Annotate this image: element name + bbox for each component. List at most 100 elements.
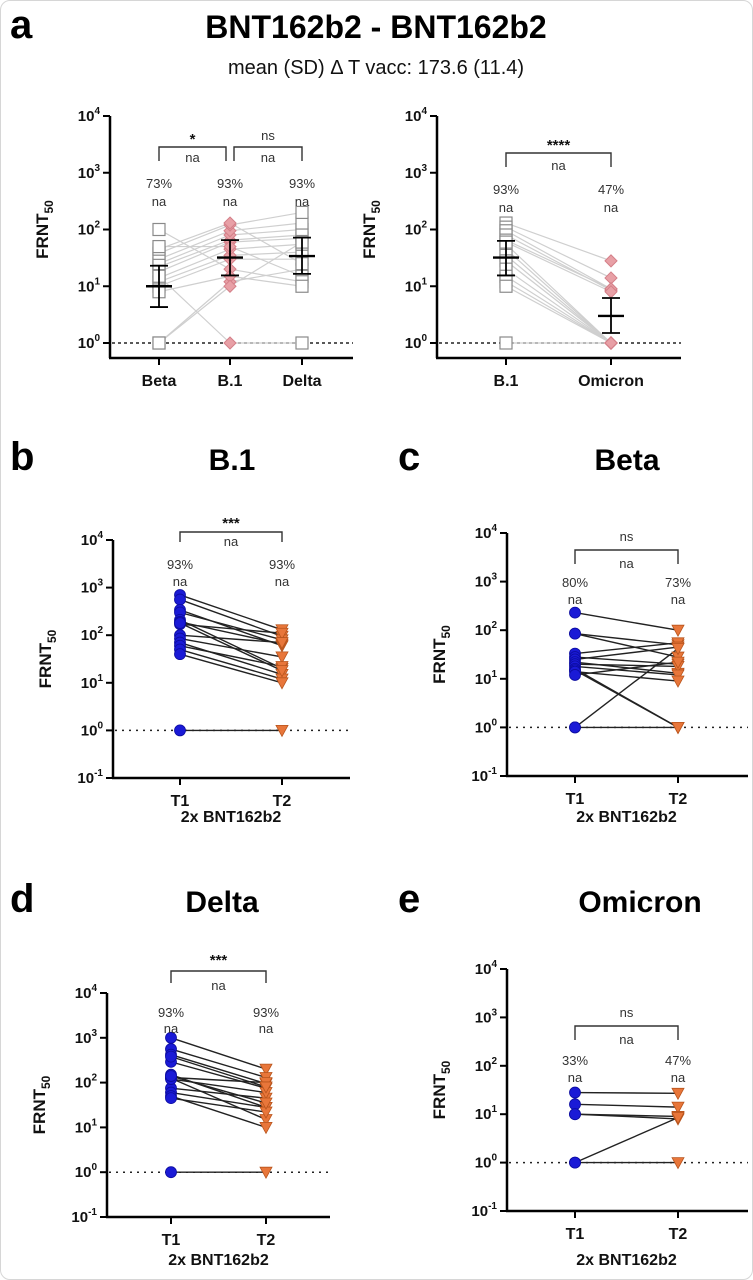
paired-line [574,646,679,661]
paired-line [574,656,679,665]
figure-subtitle: mean (SD) Δ T vacc: 173.6 (11.4) [228,57,524,79]
significance-label: **** [547,137,571,154]
significance-bracket [574,549,679,564]
paired-line [170,1061,267,1089]
y-axis-label: FRNT50 [33,200,56,259]
significance-bracket [574,1025,679,1040]
na-label: na [173,574,188,589]
panel-title: Delta [185,886,259,919]
paired-line [505,239,612,290]
na-label: na [671,1070,686,1085]
data-point-square [295,205,309,220]
x-tick-label: Omicron [578,373,644,390]
y-tick-label: 101 [475,1104,498,1123]
data-point-diamond [604,336,618,350]
y-tick-label: 102 [81,625,104,644]
percent-label: 93% [253,1005,279,1020]
x-tick-label: Beta [142,373,177,390]
y-tick-label: 101 [475,669,498,688]
y-tick-label: 102 [78,220,101,239]
paired-line [158,248,231,279]
y-axis-label: FRNT50 [360,200,383,259]
panel-letter: e [398,877,420,921]
data-point-t1 [165,1070,177,1082]
paired-line [574,642,679,655]
na-label: na [223,194,238,209]
na-label: na [295,194,310,209]
x-tick-label: T1 [162,1232,181,1249]
bracket-na-label: na [211,978,226,993]
panel-d: d Delta 10-1 100 101 102 103 104 FRNT50 T1 T2 2x BN… [10,877,330,1269]
x-tick-label: T1 [171,793,190,810]
data-point-t2 [259,1081,273,1094]
significance-bracket [170,970,267,983]
data-point-t2 [275,651,289,664]
bracket-na-label: na [619,556,634,571]
data-point-square [499,336,513,350]
data-point-t2 [671,1101,685,1114]
paired-line [229,228,303,236]
bracket-na-label: na [261,150,276,165]
significance-bracket [505,152,612,167]
paired-line [229,243,303,250]
percent-label: 73% [665,575,691,590]
paired-line [158,224,231,254]
data-point-t1 [174,593,186,606]
y-tick-label: 101 [78,276,101,295]
na-label: na [671,592,686,607]
percent-label: 93% [269,557,295,572]
paired-line [505,260,612,344]
percent-label: 47% [665,1053,691,1068]
data-point-t2 [275,677,289,690]
significance-label: *** [210,952,228,969]
y-tick-label: 104 [75,983,98,1002]
paired-line [179,648,283,680]
data-point-t2 [671,656,685,669]
y-tick-label: 103 [78,163,101,182]
data-point-t2 [259,1097,273,1110]
percent-label: 73% [146,176,172,191]
data-point-t2 [275,725,289,738]
y-tick-label: 104 [475,959,498,978]
paired-line [505,281,612,344]
na-label: na [568,592,583,607]
y-tick-label: 103 [81,578,104,597]
data-point-t1 [569,669,581,681]
y-tick-label: 10-1 [471,766,497,785]
bracket-na-label: na [619,1032,634,1047]
paired-line [170,1087,267,1099]
paired-line [574,665,679,676]
panel-letter: b [10,435,34,479]
x-tick-label: B.1 [494,373,519,390]
significance-label: *** [222,515,240,532]
data-point-t2 [671,624,685,638]
x-tick-label: Delta [282,373,321,390]
paired-line [574,611,679,631]
paired-line [229,211,303,226]
paired-line [229,251,303,256]
x-tick-label: T2 [257,1232,276,1249]
paired-line [574,632,679,658]
y-tick-label: 102 [475,1056,498,1075]
y-tick-label: 104 [78,106,101,125]
y-tick-label: 10-1 [71,1207,97,1226]
panel-letter: a [10,3,33,47]
data-point-t1 [569,1086,581,1099]
paired-line [229,237,303,243]
y-tick-label: 10-1 [77,768,103,787]
data-point-t1 [165,1050,177,1063]
percent-label: 33% [562,1053,588,1068]
x-axis-label: 2x BNT162b2 [576,809,677,826]
y-axis-label: FRNT50 [30,1075,53,1134]
paired-line [158,275,231,293]
y-tick-label: 100 [81,720,104,739]
significance-bracket [158,146,227,161]
data-point-diamond [223,216,237,230]
paired-line [170,1048,267,1079]
data-point-t2 [259,1063,273,1076]
na-label: na [604,200,619,215]
paired-line [229,241,303,287]
significance-bracket [179,531,283,542]
percent-label: 93% [167,557,193,572]
